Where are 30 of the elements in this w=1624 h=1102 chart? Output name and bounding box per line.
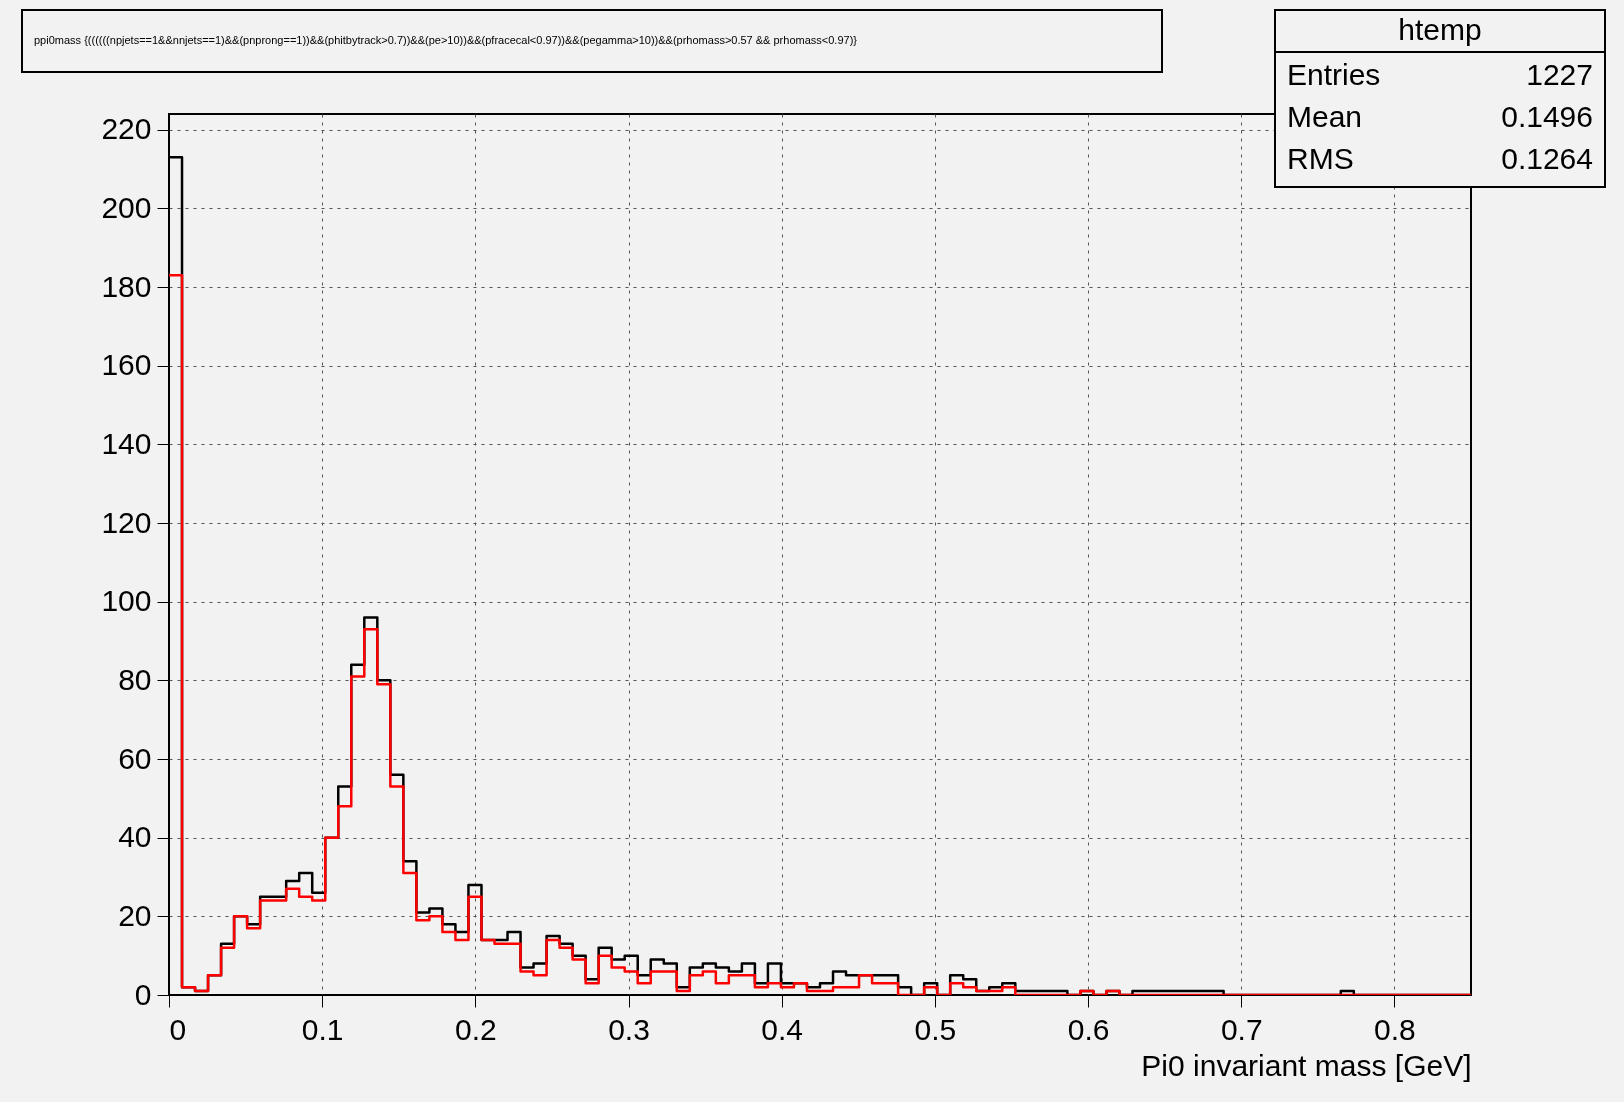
x-tick-label: 0.1 bbox=[301, 1012, 344, 1046]
text: Entries bbox=[1287, 58, 1381, 91]
text: 1227 bbox=[1526, 58, 1593, 91]
x-tick-label: 0.4 bbox=[761, 1012, 804, 1046]
y-tick-label: 180 bbox=[101, 269, 152, 303]
x-axis-title: Pi0 invariant mass [GeV] bbox=[1141, 1048, 1472, 1082]
y-tick-label: 60 bbox=[118, 741, 152, 775]
text: 0.1496 bbox=[1501, 100, 1593, 133]
x-tick-label: 0.6 bbox=[1067, 1012, 1110, 1046]
x-tick-label: 0.2 bbox=[454, 1012, 497, 1046]
y-tick-label: 160 bbox=[101, 348, 152, 382]
y-tick-label: 20 bbox=[118, 898, 152, 932]
x-tick-label: 0.3 bbox=[608, 1012, 650, 1046]
annotation: Mean bbox=[1287, 100, 1363, 133]
x-tick-label: 0 bbox=[169, 1012, 187, 1046]
y-tick-label: 0 bbox=[134, 977, 152, 1011]
y-tick-label: 120 bbox=[101, 505, 152, 539]
x-tick-label: 0.5 bbox=[914, 1012, 957, 1046]
y-tick-label: 80 bbox=[118, 662, 152, 696]
y-tick-label: 100 bbox=[101, 584, 152, 618]
x-tick-label: 0.7 bbox=[1220, 1012, 1263, 1046]
annotation: RMS bbox=[1287, 142, 1354, 175]
text: 0.1264 bbox=[1501, 142, 1593, 175]
y-tick-label: 220 bbox=[101, 112, 152, 146]
text: htemp bbox=[1398, 13, 1482, 46]
chart-title: ppi0mass {((((((npjets==1&&nnjets==1)&&(pnprong==1))&&(phitbytrack>0.7))&&(pe>10))&&(pfracecal<0.97))&&(pegamma>10))&&(prhomass>0.57 && prhomass<0.97)} bbox=[34, 34, 858, 46]
y-tick-label: 200 bbox=[101, 190, 152, 224]
y-tick-label: 40 bbox=[118, 820, 152, 854]
y-tick-label: 140 bbox=[101, 426, 152, 460]
x-tick-label: 0.8 bbox=[1374, 1012, 1416, 1046]
